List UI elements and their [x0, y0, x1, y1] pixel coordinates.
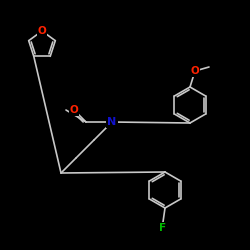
- Text: F: F: [160, 223, 166, 233]
- Text: N: N: [108, 117, 116, 127]
- Text: O: O: [38, 26, 46, 36]
- Text: O: O: [70, 105, 78, 115]
- Text: O: O: [191, 66, 200, 76]
